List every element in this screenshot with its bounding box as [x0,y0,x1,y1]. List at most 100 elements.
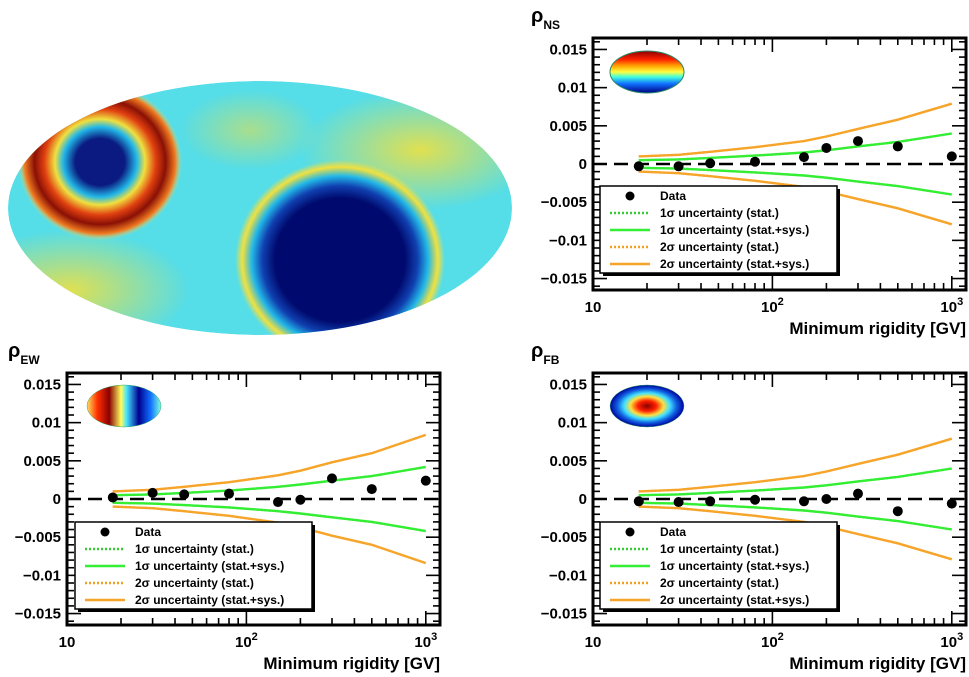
y-tick-label: 0 [53,491,61,508]
data-point [272,497,283,508]
band-upper-2 [112,433,427,493]
data-point [852,136,863,147]
y-tick-label: 0.015 [549,376,587,393]
data-point [224,488,235,499]
data-point [705,158,716,169]
legend: Data 1σ uncertainty (stat.) 1σ uncertainty… [599,185,840,276]
y-tick-label: −0.015 [15,606,61,623]
panel-fb: 0.015 0.01 0.005 0 −0.005 −0.01 −0.015 10 102 103… [531,340,968,673]
y-tick-label: 0.005 [23,453,61,470]
y-tick-label: −0.01 [549,567,587,584]
legend-label: 2σ uncertainty (stat.) [660,240,779,254]
x-tick-label: 102 [235,631,258,651]
legend-label: 1σ uncertainty (stat.) [135,542,254,556]
data-point [892,141,903,152]
y-tick-label: 0.01 [558,415,587,432]
y-tick-label: 0.005 [549,453,587,470]
band-upper-3 [638,437,953,493]
band-upper-3 [112,433,427,493]
band-lower-1 [112,501,427,533]
y-tick-label: −0.015 [541,606,587,623]
x-tick-label: 103 [414,631,437,651]
legend-label: Data [660,525,686,539]
cold-spot [235,160,445,335]
band-upper-3 [638,102,953,158]
x-axis-label: Minimum rigidity [GV] [789,654,966,673]
y-tick-label: 0 [579,156,587,173]
data-point [420,475,431,486]
data-point [147,487,158,498]
data-point [633,161,644,172]
legend-label: 1σ uncertainty (stat.+sys.) [135,559,284,573]
legend-label: 1σ uncertainty (stat.+sys.) [660,223,809,237]
data-point [852,488,863,499]
data-point [366,484,377,495]
legend-label: 1σ uncertainty (stat.) [660,542,779,556]
legend-label: Data [135,525,161,539]
band-upper-0 [112,465,426,497]
x-tick-label: 10 [585,299,602,316]
y-tick-label: −0.01 [23,567,61,584]
data-point [946,498,957,509]
x-tick-label: 103 [940,296,963,316]
legend-marker-data [100,527,110,537]
panel-title: ρNS [531,5,560,32]
band-upper-0 [638,467,952,497]
y-tick-label: −0.015 [541,271,587,288]
x-tick-label: 102 [761,631,784,651]
y-tick-label: 0.01 [558,80,587,97]
legend: Data 1σ uncertainty (stat.) 1σ uncertainty… [74,521,315,612]
data-point [892,506,903,517]
legend-label: 2σ uncertainty (stat.+sys.) [135,593,284,607]
legend-label: 1σ uncertainty (stat.+sys.) [660,559,809,573]
band-upper-1 [638,132,952,162]
band-upper-2 [638,437,953,493]
x-axis-label: Minimum rigidity [GV] [789,319,966,338]
x-axis-label: Minimum rigidity [GV] [263,654,440,673]
band-upper-2 [638,102,953,158]
data-point [633,496,644,507]
hot-spot [18,84,182,240]
panel-title: ρFB [531,340,560,367]
x-tick-label: 10 [59,634,76,651]
legend-label: 1σ uncertainty (stat.) [660,206,779,220]
panel-ns: 0.015 0.01 0.005 0 −0.005 −0.01 −0.015 10 102 103… [531,5,968,338]
legend-label: 2σ uncertainty (stat.+sys.) [660,257,809,271]
y-tick-label: 0 [579,491,587,508]
data-point [326,473,337,484]
data-point [295,494,306,505]
y-tick-label: −0.005 [541,194,587,211]
y-tick-label: 0.005 [549,118,587,135]
y-tick-label: 0.01 [32,415,61,432]
y-tick-label: −0.005 [541,529,587,546]
legend-marker-data [625,191,635,201]
panel-title: ρEW [8,340,40,367]
legend: Data 1σ uncertainty (stat.) 1σ uncertainty… [599,521,840,612]
main-sky-map [8,81,512,335]
band-upper-0 [638,132,952,162]
x-tick-label: 103 [940,631,963,651]
data-point [750,494,761,505]
y-tick-label: −0.005 [15,529,61,546]
data-point [673,497,684,508]
band-lower-1 [638,501,952,531]
data-point [821,494,832,504]
data-point [705,496,716,507]
data-point [179,489,190,500]
data-point [673,161,684,172]
x-tick-label: 10 [585,634,602,651]
legend-label: Data [660,189,686,203]
legend-label: 2σ uncertainty (stat.+sys.) [660,593,809,607]
y-tick-label: 0.015 [549,41,587,58]
legend-label: 2σ uncertainty (stat.) [660,576,779,590]
inset-map-ns [609,50,685,94]
data-point [821,142,832,153]
inset-map-ew [86,384,162,428]
legend-label: 2σ uncertainty (stat.) [135,576,254,590]
data-point [750,156,761,167]
x-tick-label: 102 [761,296,784,316]
panel-ew: 0.015 0.01 0.005 0 −0.005 −0.01 −0.015 10 102 103… [8,340,442,673]
data-point [107,492,118,503]
band-upper-1 [112,465,427,497]
